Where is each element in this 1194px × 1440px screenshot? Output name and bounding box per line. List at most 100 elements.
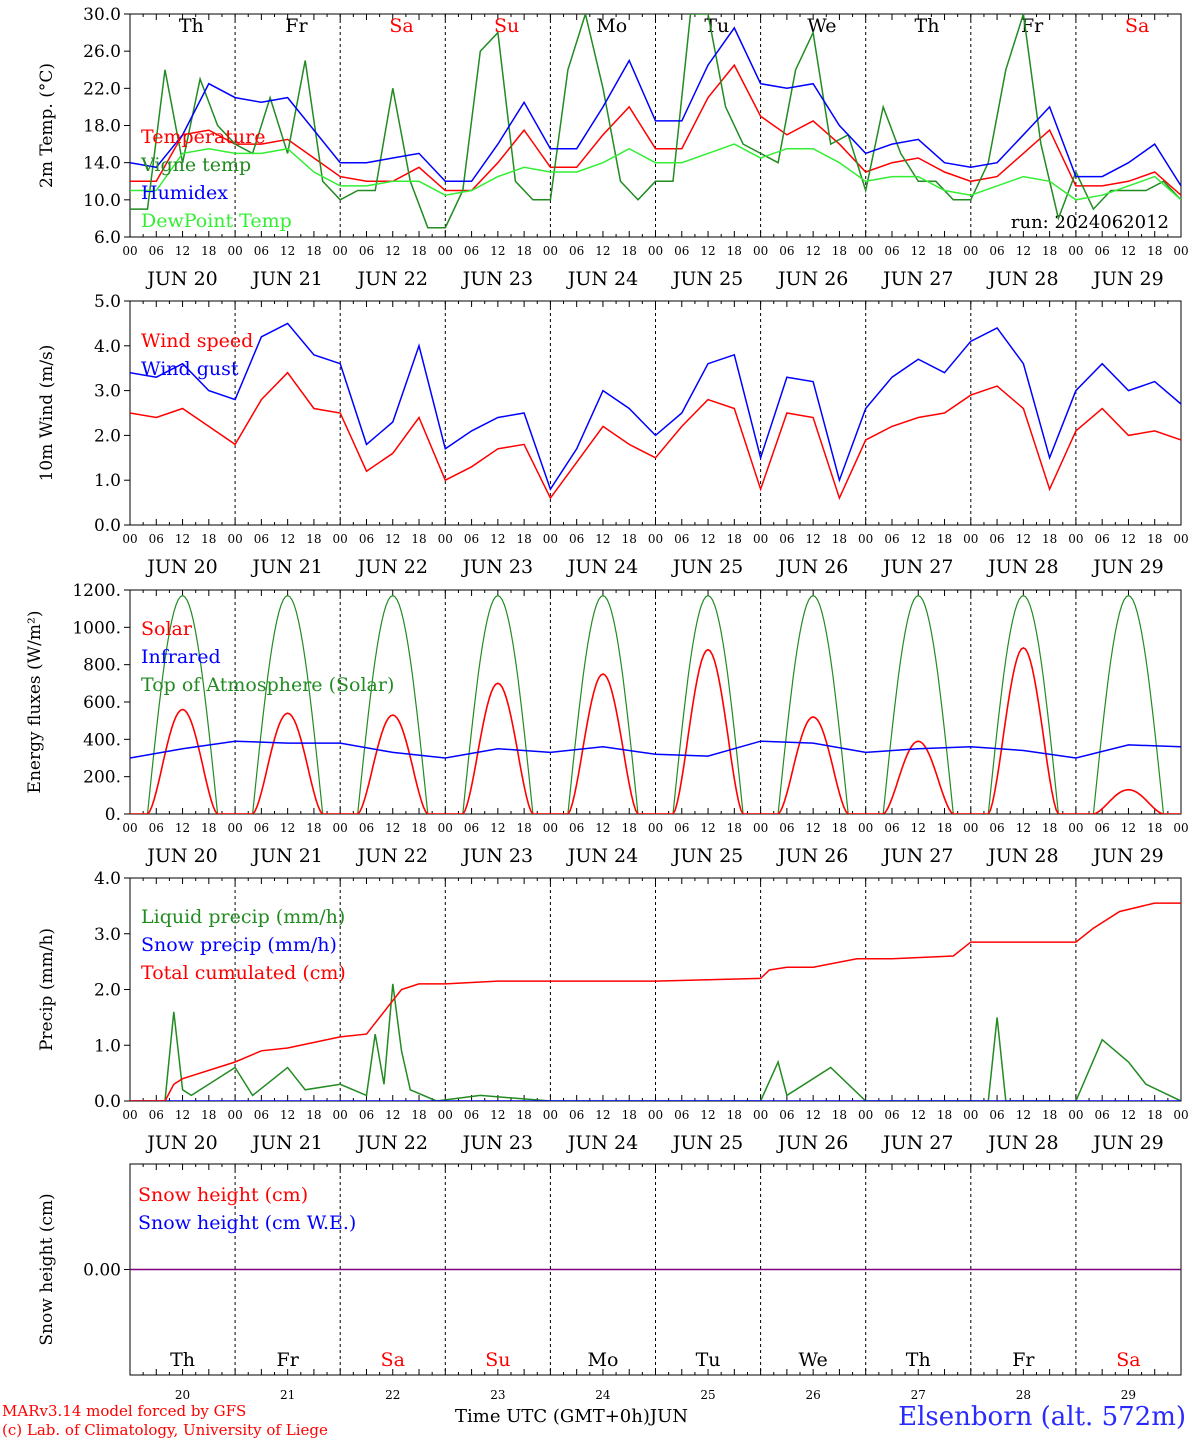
hour-tick-label: 18 [306, 1108, 321, 1122]
weekday-label: Th [179, 15, 204, 37]
hour-tick-label: 00 [543, 1108, 558, 1122]
hour-tick-label: 12 [911, 244, 926, 258]
hour-tick-label: 12 [595, 1108, 610, 1122]
hour-tick-label: 00 [963, 1108, 978, 1122]
date-label: JUN 23 [461, 556, 533, 578]
hour-tick-label: 12 [911, 532, 926, 546]
toa-solar-line [655, 594, 761, 814]
weekday-label: Fr [1021, 15, 1044, 37]
hour-tick-label: 00 [1173, 244, 1188, 258]
date-label: JUN 28 [986, 845, 1058, 867]
model-credit: MARv3.14 model forced by GFS [2, 1402, 247, 1420]
hour-tick-label: 06 [674, 244, 689, 258]
hour-tick-label: 18 [201, 821, 216, 835]
date-label: JUN 24 [566, 1132, 638, 1154]
hour-tick-label: 06 [1095, 244, 1110, 258]
y-tick-label: 1.0 [94, 1036, 121, 1056]
hour-tick-label: 18 [622, 244, 637, 258]
y-tick-label: 0.00 [83, 1261, 121, 1281]
hour-tick-label: 18 [937, 532, 952, 546]
hour-tick-label: 12 [490, 244, 505, 258]
date-label: JUN 26 [776, 1132, 848, 1154]
date-label: JUN 28 [986, 268, 1058, 290]
day-number-label: 21 [280, 1388, 295, 1402]
solar-line [130, 708, 236, 814]
y-axis-label: 2m Temp. (°C) [37, 63, 57, 188]
legend-entry: Infrared [141, 646, 221, 668]
hour-tick-label: 18 [1042, 532, 1057, 546]
date-label: JUN 25 [671, 556, 743, 578]
date-label: JUN 24 [566, 268, 638, 290]
weekday-label: Fr [1012, 1349, 1035, 1371]
hour-tick-label: 18 [201, 1108, 216, 1122]
toa-solar-line [130, 594, 236, 814]
hour-tick-label: 06 [989, 244, 1004, 258]
hour-tick-label: 18 [727, 1108, 742, 1122]
hour-tick-label: 06 [569, 532, 584, 546]
hour-tick-label: 06 [569, 244, 584, 258]
temperature-line [130, 63, 1181, 196]
day-number-label: 20 [175, 1388, 190, 1402]
solar-line [550, 673, 656, 814]
date-label: JUN 20 [145, 556, 217, 578]
hour-tick-label: 06 [779, 244, 794, 258]
hour-tick-label: 06 [359, 1108, 374, 1122]
hour-tick-label: 06 [989, 1108, 1004, 1122]
liquid-precip-mm-h-line [130, 983, 1181, 1101]
hour-tick-label: 00 [648, 1108, 663, 1122]
day-number-label: 26 [806, 1388, 821, 1402]
hour-tick-label: 12 [806, 821, 821, 835]
y-tick-label: 1.0 [94, 471, 121, 491]
y-tick-label: 3.0 [94, 382, 121, 402]
hour-tick-label: 12 [806, 1108, 821, 1122]
legend-entry: Snow height (cm) [138, 1184, 308, 1206]
solar-line [445, 682, 551, 814]
hour-tick-label: 18 [1147, 1108, 1162, 1122]
hour-tick-label: 00 [333, 532, 348, 546]
series-group [130, 14, 1181, 229]
day-number-label: 22 [385, 1388, 400, 1402]
y-tick-label: 0. [105, 805, 121, 825]
hour-tick-label: 12 [700, 532, 715, 546]
hour-tick-label: 18 [832, 821, 847, 835]
toa-solar-line [340, 594, 446, 814]
hour-tick-label: 00 [438, 532, 453, 546]
hour-tick-label: 18 [411, 821, 426, 835]
day-number-label: 23 [490, 1388, 505, 1402]
day-number-label: 28 [1016, 1388, 1031, 1402]
hour-tick-label: 12 [385, 821, 400, 835]
y-tick-label: 18.0 [83, 117, 121, 137]
hour-tick-label: 12 [1121, 244, 1136, 258]
hour-tick-label: 12 [490, 532, 505, 546]
hour-tick-label: 06 [884, 1108, 899, 1122]
weekday-label: We [807, 15, 836, 37]
date-label: JUN 25 [671, 1132, 743, 1154]
y-tick-label: 400. [83, 730, 121, 750]
hour-tick-label: 06 [569, 1108, 584, 1122]
hour-tick-label: 18 [516, 1108, 531, 1122]
hour-tick-label: 00 [1173, 821, 1188, 835]
wind-speed-line [130, 371, 1181, 501]
hour-tick-label: 12 [1016, 821, 1031, 835]
weekday-label: Fr [277, 1349, 300, 1371]
weekday-label: Sa [381, 1349, 405, 1371]
hour-tick-label: 12 [385, 1108, 400, 1122]
y-tick-label: 1200. [72, 581, 121, 601]
hour-tick-label: 12 [595, 532, 610, 546]
humidex-line [130, 26, 1181, 187]
hour-tick-label: 18 [516, 821, 531, 835]
hour-tick-label: 12 [595, 244, 610, 258]
panel-4: 0.0 1.0 2.0 3.0 4.0 Precip (mm/h) 00 06 12 18 JUN … [37, 869, 1189, 1154]
hour-tick-label: 00 [543, 821, 558, 835]
hour-tick-label: 18 [727, 244, 742, 258]
hour-tick-label: 06 [254, 821, 269, 835]
hour-tick-label: 12 [806, 244, 821, 258]
day-number-label: 25 [700, 1388, 715, 1402]
toa-solar-line [550, 594, 656, 814]
hour-tick-label: 00 [122, 1108, 137, 1122]
legend-entry: Humidex [141, 182, 228, 204]
hour-tick-label: 06 [674, 1108, 689, 1122]
date-label: JUN 21 [250, 556, 322, 578]
y-tick-label: 2.0 [94, 426, 121, 446]
hour-tick-label: 00 [1068, 532, 1083, 546]
